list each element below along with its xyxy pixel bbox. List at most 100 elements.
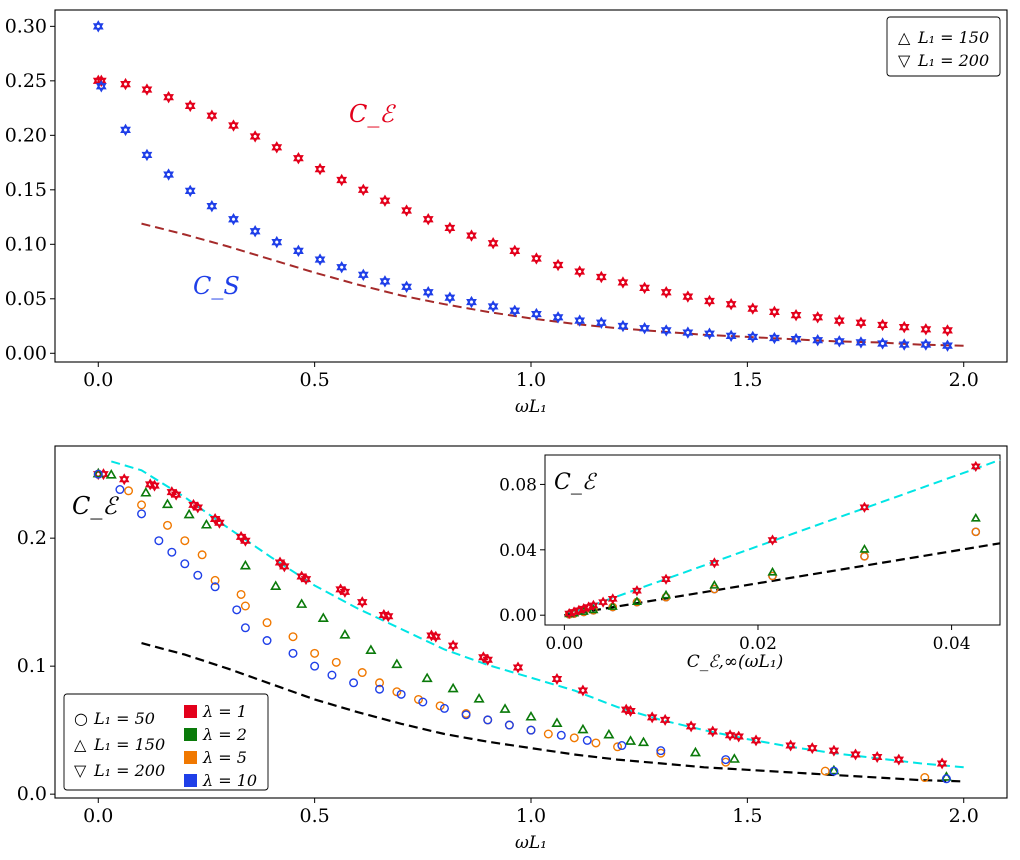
top-point-ce-down bbox=[379, 197, 391, 207]
bottom-point-lambda1-down bbox=[724, 732, 736, 742]
top-point-ce-up bbox=[704, 294, 715, 305]
top-point-ce-up bbox=[228, 119, 239, 129]
bottom-point-lambda1-down bbox=[149, 482, 160, 492]
bottom-point-lambda2 bbox=[317, 612, 329, 623]
top-point-ce-up bbox=[163, 90, 174, 101]
bottom-point-circle bbox=[288, 632, 298, 642]
bottom-point-circle bbox=[349, 678, 359, 688]
bottom-point-circle bbox=[210, 582, 220, 592]
bottom-point-lambda1-up bbox=[149, 479, 160, 489]
top-point-ce-down bbox=[574, 268, 586, 278]
top-point-ce-down bbox=[812, 314, 824, 324]
inset-point-lambda5 bbox=[710, 584, 719, 594]
top-point-cs-down bbox=[942, 342, 953, 352]
bottom-point-circle bbox=[240, 623, 250, 633]
top-point-cs-down bbox=[357, 271, 369, 282]
top-point-ce-down bbox=[206, 112, 218, 122]
bottom-xtick-label: 0.5 bbox=[300, 805, 330, 827]
bottom-point-lambda1-down bbox=[512, 664, 524, 674]
bottom-point-circle bbox=[197, 550, 207, 560]
inset-point-lambda1-down bbox=[661, 576, 671, 585]
top-point-ce-down bbox=[509, 247, 521, 258]
bottom-point-circle bbox=[569, 733, 579, 743]
bottom-point-circle bbox=[461, 710, 471, 720]
bottom-point-lambda2 bbox=[624, 735, 637, 745]
top-point-cs-down bbox=[95, 83, 107, 93]
top-point-cs-up bbox=[271, 235, 283, 246]
bottom-point-circle bbox=[262, 636, 272, 646]
bottom-point-circle bbox=[582, 735, 592, 745]
top-point-cs-down bbox=[249, 228, 261, 238]
bottom-point-lambda1-up bbox=[871, 751, 883, 761]
top-point-ce-down bbox=[422, 216, 434, 226]
top-point-ce-up bbox=[487, 237, 499, 247]
inset-ytick-label: 0.08 bbox=[499, 475, 537, 495]
top-point-ce-down bbox=[357, 186, 369, 197]
top-point-cs-up bbox=[942, 339, 953, 349]
bottom-point-lambda1-up bbox=[357, 596, 368, 606]
top-point-ce-down bbox=[855, 319, 867, 329]
top-point-ce-down bbox=[747, 305, 759, 315]
top-point-cs-up bbox=[401, 280, 412, 290]
top-point-ce-up bbox=[379, 194, 391, 204]
top-ce-annotation: C_ℰ bbox=[349, 100, 396, 128]
bottom-point-lambda2 bbox=[637, 736, 650, 747]
bottom-point-lambda1-down bbox=[240, 537, 251, 547]
bottom-point-circle bbox=[327, 670, 337, 680]
top-point-ce-up bbox=[898, 320, 910, 331]
top-point-ce-down bbox=[942, 327, 953, 337]
bottom-point-lambda1-up bbox=[707, 725, 718, 735]
bottom-point-circle bbox=[392, 687, 402, 697]
top-point-ce-up bbox=[206, 109, 218, 119]
top-point-cs-up bbox=[855, 336, 867, 346]
top-point-ce-up bbox=[682, 290, 694, 300]
top-point-cs-down bbox=[336, 264, 348, 274]
top-legend-box bbox=[886, 16, 1001, 77]
bottom-point-lambda1-up bbox=[512, 661, 524, 671]
top-point-cs-up bbox=[466, 295, 477, 306]
inset-point-lambda1-down bbox=[970, 463, 981, 473]
top-point-ce-up bbox=[942, 324, 953, 334]
bottom-point-lambda2 bbox=[296, 598, 308, 608]
bottom-point-lambda2 bbox=[239, 559, 251, 570]
top-point-cs-up bbox=[249, 225, 261, 235]
inset-point-lambda1-down bbox=[632, 587, 642, 597]
bottom-point-lambda1-up bbox=[170, 488, 182, 498]
bottom-point-lambda1-up bbox=[382, 610, 394, 620]
top-point-ce-up bbox=[769, 305, 780, 315]
bottom-point-lambda2 bbox=[365, 644, 377, 655]
top-ytick-label: 0.30 bbox=[5, 15, 47, 37]
top-point-cs-down bbox=[487, 303, 499, 313]
top-legend-marker-1: △ bbox=[898, 28, 911, 47]
bottom-point-circle bbox=[820, 766, 830, 776]
bottom-chart: 0.0 0.5 1.0 1.5 2.0 0.0 0.1 0.2 C_ℰ ωL₁ ○ L₁ = … bbox=[17, 445, 1008, 853]
top-xtick-label: 1.5 bbox=[732, 369, 762, 391]
bottom-point-circle bbox=[288, 648, 298, 658]
inset-point-lambda1-up bbox=[709, 557, 720, 566]
inset-point-lambda1-up bbox=[859, 501, 870, 511]
bottom-legend-color-label-3: λ = 5 bbox=[202, 748, 247, 767]
bottom-point-circle bbox=[154, 536, 164, 546]
top-point-cs-down bbox=[206, 203, 218, 213]
bottom-point-circle bbox=[483, 715, 493, 725]
top-point-cs-up bbox=[682, 326, 694, 336]
bottom-point-lambda1-down bbox=[577, 687, 589, 697]
top-point-cs-down bbox=[639, 325, 650, 335]
bottom-point-circle bbox=[396, 689, 406, 699]
inset-point-lambda5 bbox=[971, 527, 981, 537]
top-point-cs-up bbox=[531, 307, 542, 318]
bottom-point-lambda1-up bbox=[296, 570, 307, 580]
inset-chart: 0.00 0.02 0.04 0.00 0.04 0.08 C_ℰ C_ℰ,∞(ωL₁) bbox=[499, 454, 1001, 672]
bottom-legend-shape-2: △ bbox=[74, 735, 87, 754]
top-point-ce-down bbox=[271, 144, 283, 154]
top-point-cs-up bbox=[336, 260, 348, 271]
bottom-point-lambda1-up bbox=[551, 672, 563, 682]
bottom-point-circle bbox=[556, 730, 566, 740]
top-point-cs-down bbox=[271, 239, 283, 249]
bottom-point-circle bbox=[232, 605, 242, 615]
inset-xlabel: C_ℰ,∞(ωL₁) bbox=[687, 652, 784, 672]
bottom-point-lambda2 bbox=[183, 508, 195, 519]
bottom-point-lambda1-down bbox=[214, 519, 225, 529]
bottom-ytick-label: 0.0 bbox=[17, 783, 47, 805]
top-point-ce-down bbox=[595, 273, 607, 284]
